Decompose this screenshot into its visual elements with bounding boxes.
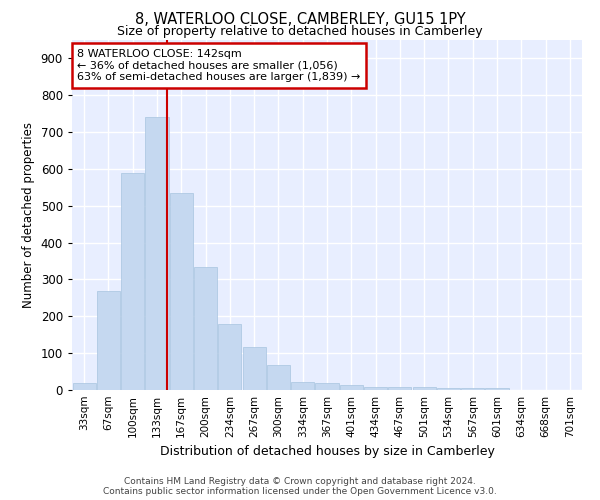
- Text: 8 WATERLOO CLOSE: 142sqm
← 36% of detached houses are smaller (1,056)
63% of sem: 8 WATERLOO CLOSE: 142sqm ← 36% of detach…: [77, 49, 361, 82]
- Bar: [413, 388, 436, 390]
- Y-axis label: Number of detached properties: Number of detached properties: [22, 122, 35, 308]
- Bar: [218, 324, 241, 390]
- Bar: [267, 365, 290, 390]
- Bar: [145, 118, 169, 390]
- Bar: [316, 384, 338, 390]
- Bar: [485, 388, 509, 390]
- Bar: [242, 346, 266, 390]
- Bar: [340, 385, 363, 390]
- Bar: [194, 266, 217, 390]
- Bar: [364, 386, 387, 390]
- Text: Contains HM Land Registry data © Crown copyright and database right 2024.
Contai: Contains HM Land Registry data © Crown c…: [103, 476, 497, 496]
- Text: Size of property relative to detached houses in Camberley: Size of property relative to detached ho…: [117, 25, 483, 38]
- Bar: [73, 382, 95, 390]
- Bar: [388, 388, 412, 390]
- Bar: [291, 382, 314, 390]
- Text: 8, WATERLOO CLOSE, CAMBERLEY, GU15 1PY: 8, WATERLOO CLOSE, CAMBERLEY, GU15 1PY: [134, 12, 466, 28]
- Bar: [97, 290, 120, 390]
- X-axis label: Distribution of detached houses by size in Camberley: Distribution of detached houses by size …: [160, 446, 494, 458]
- Bar: [461, 388, 484, 390]
- Bar: [121, 172, 144, 390]
- Bar: [170, 193, 193, 390]
- Bar: [437, 388, 460, 390]
